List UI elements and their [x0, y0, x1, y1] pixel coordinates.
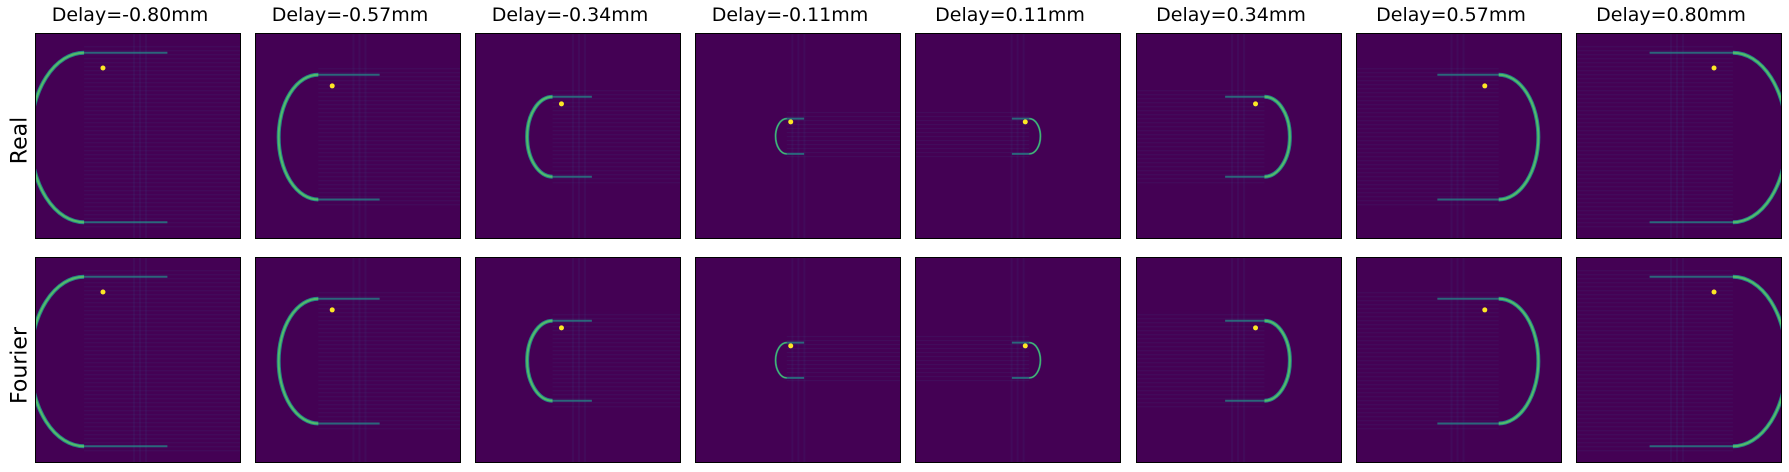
column-title: Delay=-0.11mm	[711, 4, 869, 26]
column-title: Delay=0.57mm	[1376, 4, 1526, 26]
column-title: Delay=0.34mm	[1156, 4, 1306, 26]
row-label-fourier: Fourier	[7, 327, 33, 405]
image-panel	[695, 257, 901, 463]
column-title: Delay=0.11mm	[935, 4, 1085, 26]
image-panel	[1136, 33, 1342, 239]
image-panel	[695, 33, 901, 239]
column-title: Delay=-0.34mm	[491, 4, 649, 26]
row-label-real: Real	[7, 116, 33, 165]
image-panel	[255, 257, 461, 463]
image-panel	[475, 33, 681, 239]
image-panel	[1576, 33, 1782, 239]
column-title: Delay=0.80mm	[1596, 4, 1746, 26]
image-panel	[1136, 257, 1342, 463]
column-title: Delay=-0.57mm	[271, 4, 429, 26]
image-panel	[1356, 33, 1562, 239]
image-panel	[1576, 257, 1782, 463]
image-panel	[35, 257, 241, 463]
image-panel	[475, 257, 681, 463]
image-panel	[255, 33, 461, 239]
image-panel	[915, 33, 1121, 239]
image-panel	[1356, 257, 1562, 463]
image-panel	[35, 33, 241, 239]
column-title: Delay=-0.80mm	[51, 4, 209, 26]
image-panel	[915, 257, 1121, 463]
